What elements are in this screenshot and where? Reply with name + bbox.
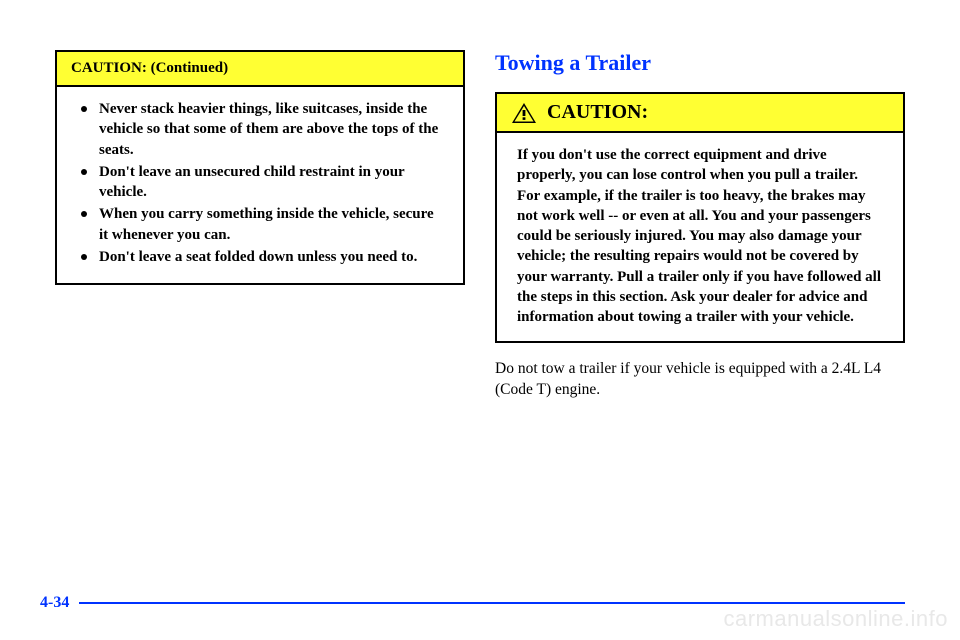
caution-body: Never stack heavier things, like suitcas… bbox=[57, 87, 463, 283]
page-footer: 4-34 bbox=[40, 594, 905, 612]
warning-triangle-icon bbox=[511, 102, 537, 124]
caution-header: CAUTION: (Continued) bbox=[57, 52, 463, 87]
caution-bullet-list: Never stack heavier things, like suitcas… bbox=[77, 99, 443, 267]
page-content: CAUTION: (Continued) Never stack heavier… bbox=[0, 0, 960, 401]
caution-box-continued: CAUTION: (Continued) Never stack heavier… bbox=[55, 50, 465, 285]
caution-header: CAUTION: bbox=[497, 94, 903, 133]
left-column: CAUTION: (Continued) Never stack heavier… bbox=[55, 50, 465, 401]
caution-box-towing: CAUTION: If you don't use the correct eq… bbox=[495, 92, 905, 343]
caution-bullet: Don't leave a seat folded down unless yo… bbox=[81, 247, 443, 267]
page-number: 4-34 bbox=[40, 594, 69, 612]
section-title: Towing a Trailer bbox=[495, 50, 905, 76]
body-paragraph: Do not tow a trailer if your vehicle is … bbox=[495, 359, 905, 401]
right-column: Towing a Trailer CAUTION: If you don't u… bbox=[495, 50, 905, 401]
caution-header-text: CAUTION: bbox=[547, 101, 648, 124]
footer-rule bbox=[79, 602, 905, 604]
caution-bullet: Don't leave an unsecured child restraint… bbox=[81, 162, 443, 203]
caution-body: If you don't use the correct equipment a… bbox=[497, 133, 903, 341]
caution-bullet: When you carry something inside the vehi… bbox=[81, 204, 443, 245]
caution-bullet: Never stack heavier things, like suitcas… bbox=[81, 99, 443, 160]
